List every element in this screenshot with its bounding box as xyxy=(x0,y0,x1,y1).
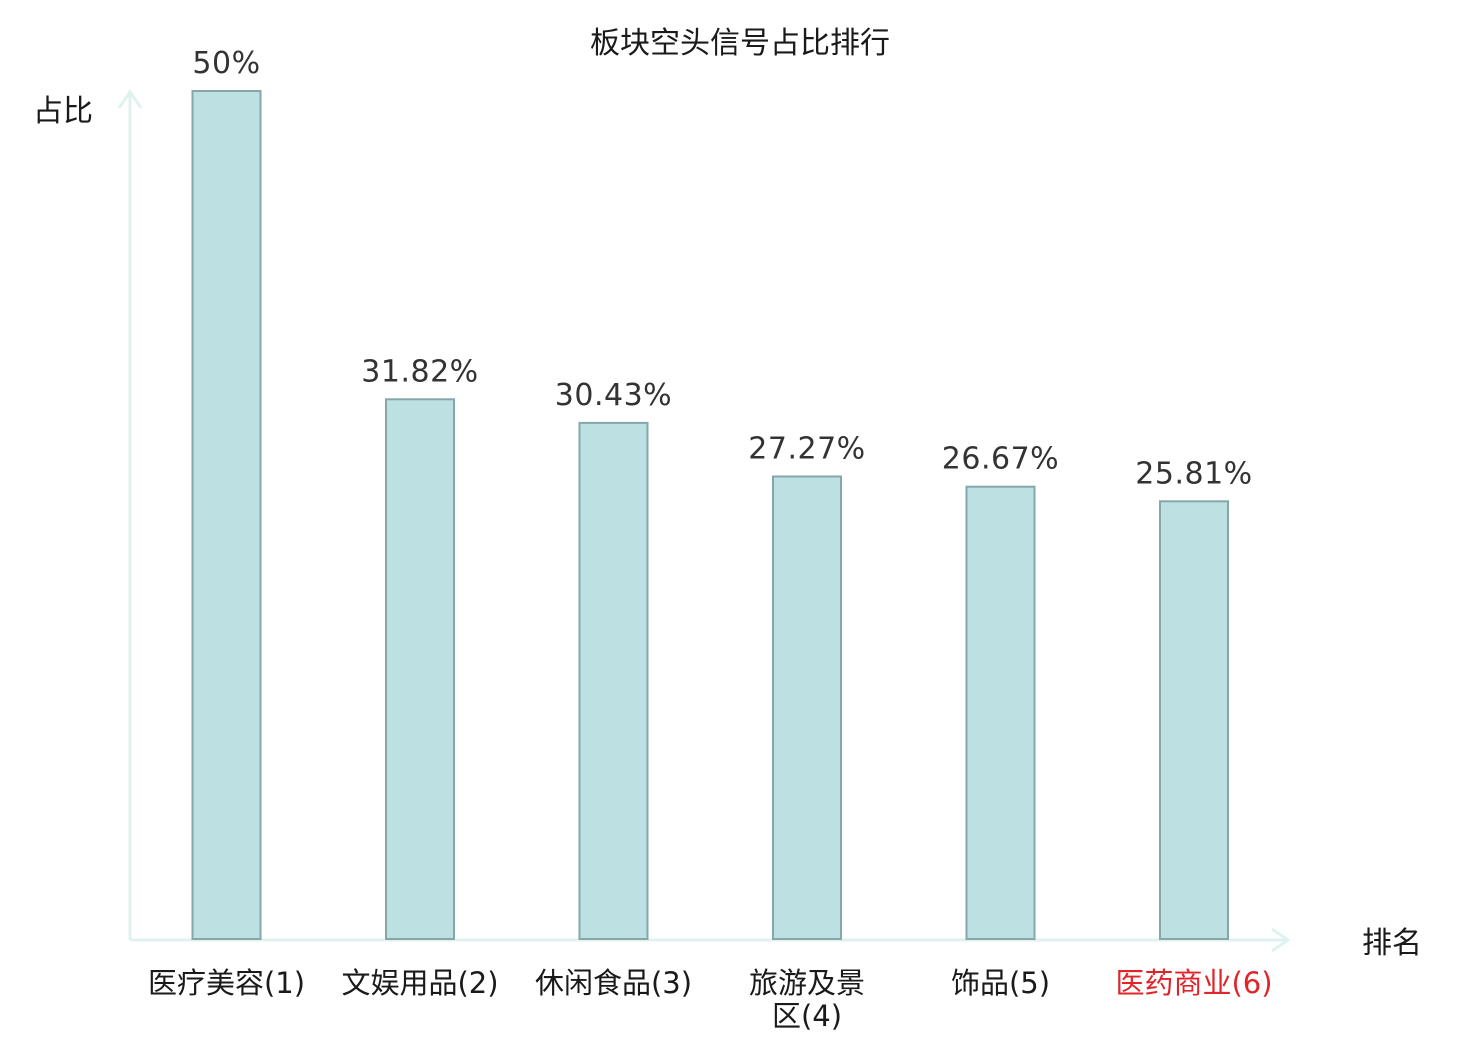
y-axis-arrow xyxy=(117,89,143,109)
value-labels: 50% 31.82% 30.43% 27.27% 26.67% 25.81% xyxy=(192,46,1252,491)
bar-value-label: 27.27% xyxy=(748,432,865,467)
chart-title: 板块空头信号占比排行 xyxy=(590,26,890,61)
bar xyxy=(385,398,455,940)
bar-value-label: 30.43% xyxy=(555,378,672,413)
bar-value-label: 26.67% xyxy=(942,442,1059,477)
bar xyxy=(191,90,262,940)
bar xyxy=(1159,500,1229,940)
x-tick-label: 旅游及景 xyxy=(749,966,865,1000)
bar-value-label: 50% xyxy=(192,46,260,81)
bar-series xyxy=(191,90,1229,940)
x-tick-label: 文娱用品(2) xyxy=(341,966,498,1000)
bar-value-label: 31.82% xyxy=(361,354,478,389)
x-axis: 排名 xyxy=(130,926,1422,961)
y-axis-label: 占比 xyxy=(33,94,93,129)
x-tick-label: 区(4) xyxy=(772,999,842,1033)
x-tick-label: 医药商业(6) xyxy=(1115,966,1272,1000)
x-tick-label: 饰品(5) xyxy=(951,966,1050,1000)
x-axis-arrow xyxy=(1271,927,1291,953)
bar xyxy=(772,475,842,940)
x-tick-label: 医疗美容(1) xyxy=(148,966,305,1000)
x-axis-label: 排名 xyxy=(1362,926,1422,961)
x-tick-label: 休闲食品(3) xyxy=(535,966,692,1000)
bar-value-label: 25.81% xyxy=(1135,456,1252,491)
bar xyxy=(965,485,1036,940)
bar xyxy=(578,421,649,940)
y-axis: 占比 xyxy=(33,89,143,940)
